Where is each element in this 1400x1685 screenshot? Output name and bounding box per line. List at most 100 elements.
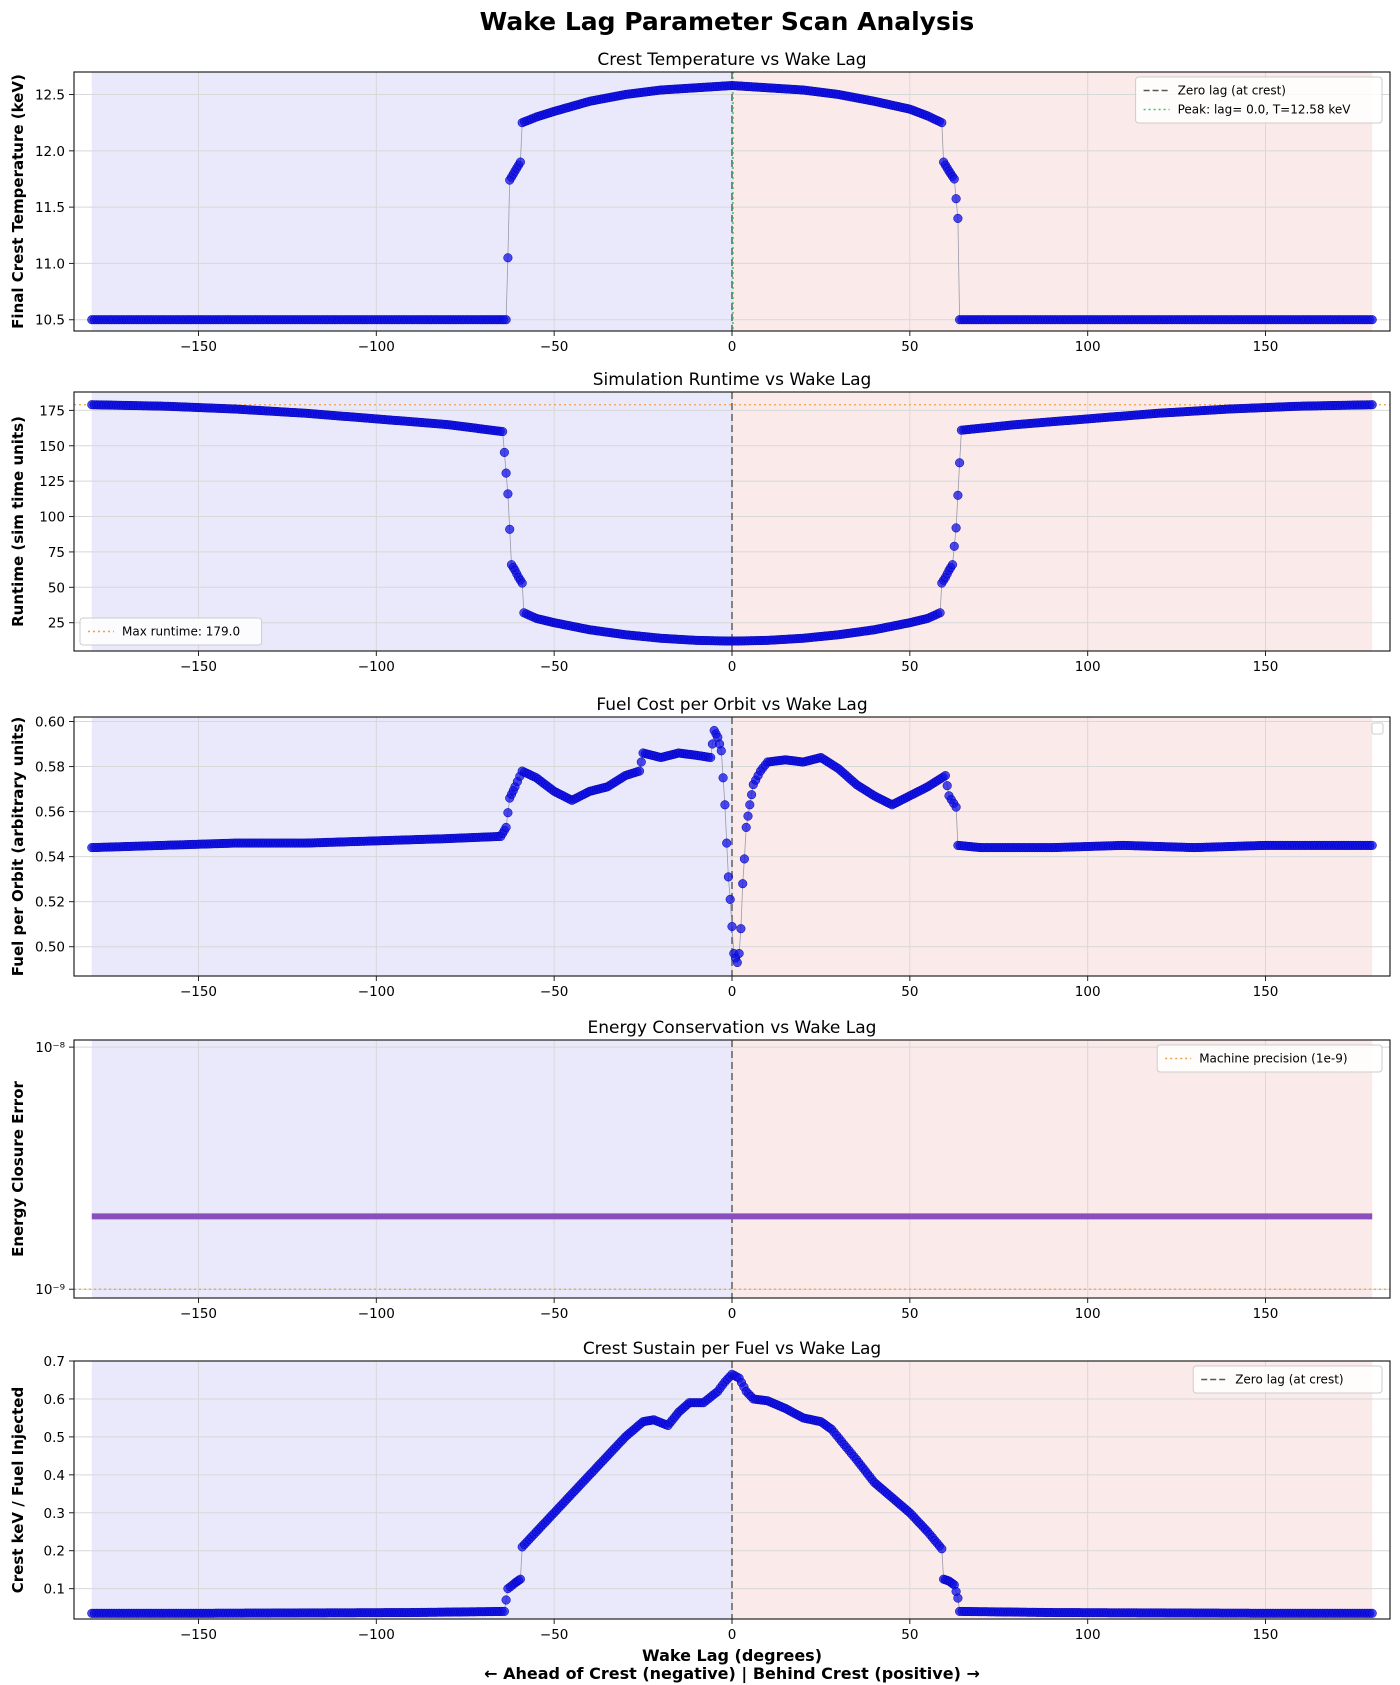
data-point bbox=[1368, 1609, 1377, 1618]
y-tick-label: 0.50 bbox=[35, 940, 65, 956]
data-point bbox=[938, 118, 947, 127]
legend: Machine precision (1e-9) bbox=[1157, 1045, 1382, 1072]
y-tick-label: 12.5 bbox=[35, 88, 65, 104]
x-tick-label: −100 bbox=[358, 1306, 395, 1322]
data-point bbox=[504, 253, 513, 262]
y-tick-label: 150 bbox=[39, 439, 65, 455]
x-tick-label: 100 bbox=[1075, 1627, 1101, 1643]
data-point bbox=[742, 823, 751, 832]
data-point bbox=[724, 873, 733, 882]
legend-entry: Peak: lag= 0.0, T=12.58 keV bbox=[1178, 103, 1352, 117]
x-tick-label: −50 bbox=[540, 659, 569, 675]
legend-entry: Zero lag (at crest) bbox=[1235, 1373, 1343, 1387]
data-point bbox=[950, 175, 959, 184]
y-tick-label: 0.58 bbox=[35, 760, 65, 776]
data-point bbox=[722, 839, 731, 848]
data-point bbox=[955, 459, 964, 468]
data-point bbox=[737, 924, 746, 933]
x-tick-label: 0 bbox=[728, 984, 737, 1000]
y-axis-label: Fuel per Orbit (arbitrary units) bbox=[9, 717, 27, 976]
data-point bbox=[502, 823, 511, 832]
data-point bbox=[943, 781, 952, 790]
x-tick-label: 150 bbox=[1253, 659, 1279, 675]
shade-behind-crest bbox=[732, 1361, 1372, 1619]
legend-entry: Max runtime: 179.0 bbox=[122, 625, 240, 639]
y-tick-label: 11.5 bbox=[35, 200, 65, 216]
data-point bbox=[936, 609, 945, 618]
x-tick-label: −100 bbox=[358, 339, 395, 355]
x-tick-label: 150 bbox=[1253, 1306, 1279, 1322]
x-tick-label: 150 bbox=[1253, 339, 1279, 355]
figure-title: Wake Lag Parameter Scan Analysis bbox=[480, 7, 975, 36]
y-tick-label: 0.6 bbox=[44, 1392, 65, 1408]
data-point bbox=[1368, 315, 1377, 324]
legend-empty bbox=[1372, 723, 1383, 734]
y-tick-label: 175 bbox=[39, 403, 65, 419]
y-tick-label: 50 bbox=[48, 580, 65, 596]
panel-2: −150 −100 −50 0 50 100 150 25 50 75 100 125 150 175 Si… bbox=[9, 370, 1390, 675]
y-tick-label: 10⁻⁹ bbox=[35, 1282, 65, 1298]
data-point bbox=[721, 801, 730, 810]
x-tick-label: −150 bbox=[180, 984, 217, 1000]
x-tick-label: 150 bbox=[1253, 984, 1279, 1000]
y-tick-label: 0.54 bbox=[35, 850, 65, 866]
data-point bbox=[502, 315, 511, 324]
data-point bbox=[500, 448, 509, 457]
shade-ahead-of-crest bbox=[92, 1361, 732, 1619]
y-tick-label: 11.0 bbox=[35, 256, 65, 272]
legend-entry: Zero lag (at crest) bbox=[1178, 84, 1286, 98]
x-tick-label: −150 bbox=[180, 1306, 217, 1322]
data-point bbox=[500, 1607, 509, 1616]
y-tick-label: 0.5 bbox=[44, 1430, 65, 1446]
data-point bbox=[744, 812, 753, 821]
y-tick-label: 0.3 bbox=[44, 1506, 65, 1522]
data-point bbox=[502, 1596, 511, 1605]
legend: Max runtime: 179.0 bbox=[80, 618, 262, 645]
data-point bbox=[516, 1575, 525, 1584]
data-point bbox=[954, 491, 963, 500]
y-tick-label: 10.5 bbox=[35, 313, 65, 329]
data-point bbox=[728, 922, 737, 931]
data-point bbox=[738, 879, 747, 888]
x-tick-label: 100 bbox=[1075, 659, 1101, 675]
data-point bbox=[950, 542, 959, 551]
x-tick-label: −100 bbox=[358, 659, 395, 675]
x-tick-label: −100 bbox=[358, 984, 395, 1000]
data-point bbox=[504, 490, 513, 499]
panel-3: −150 −100 −50 0 50 100 150 0.50 0.52 0.54 0.56 0.58… bbox=[9, 695, 1390, 1000]
x-tick-label: −50 bbox=[540, 1627, 569, 1643]
data-point bbox=[952, 524, 961, 533]
data-point bbox=[938, 1545, 947, 1554]
y-tick-label: 75 bbox=[48, 545, 65, 561]
x-tick-label: 100 bbox=[1075, 1306, 1101, 1322]
shade-ahead-of-crest bbox=[92, 392, 732, 651]
panel-title: Energy Conservation vs Wake Lag bbox=[588, 1018, 877, 1038]
data-point bbox=[518, 579, 527, 588]
x-tick-label: −50 bbox=[540, 339, 569, 355]
data-point bbox=[498, 427, 507, 436]
data-point bbox=[504, 808, 513, 817]
data-point bbox=[747, 790, 756, 799]
y-tick-label: 0.56 bbox=[35, 805, 65, 821]
x-tick-label: 0 bbox=[728, 1627, 737, 1643]
data-point bbox=[740, 855, 749, 864]
data-point bbox=[746, 801, 755, 810]
x-tick-label: 0 bbox=[728, 1306, 737, 1322]
x-tick-label: 50 bbox=[901, 984, 918, 1000]
x-tick-label: 50 bbox=[901, 659, 918, 675]
x-tick-label: 50 bbox=[901, 1627, 918, 1643]
x-tick-label: −50 bbox=[540, 984, 569, 1000]
x-tick-label: −150 bbox=[180, 1627, 217, 1643]
y-tick-label: 0.60 bbox=[35, 715, 65, 731]
y-tick-label: 12.0 bbox=[35, 144, 65, 160]
data-point bbox=[941, 771, 950, 780]
data-point bbox=[505, 525, 514, 534]
data-point bbox=[502, 469, 511, 478]
x-axis-direction-note: ← Ahead of Crest (negative) | Behind Cre… bbox=[484, 1664, 980, 1684]
x-tick-label: −50 bbox=[540, 1306, 569, 1322]
x-tick-label: −150 bbox=[180, 339, 217, 355]
data-point bbox=[726, 895, 735, 904]
legend-entry: Machine precision (1e-9) bbox=[1199, 1052, 1347, 1066]
x-tick-label: 100 bbox=[1075, 984, 1101, 1000]
